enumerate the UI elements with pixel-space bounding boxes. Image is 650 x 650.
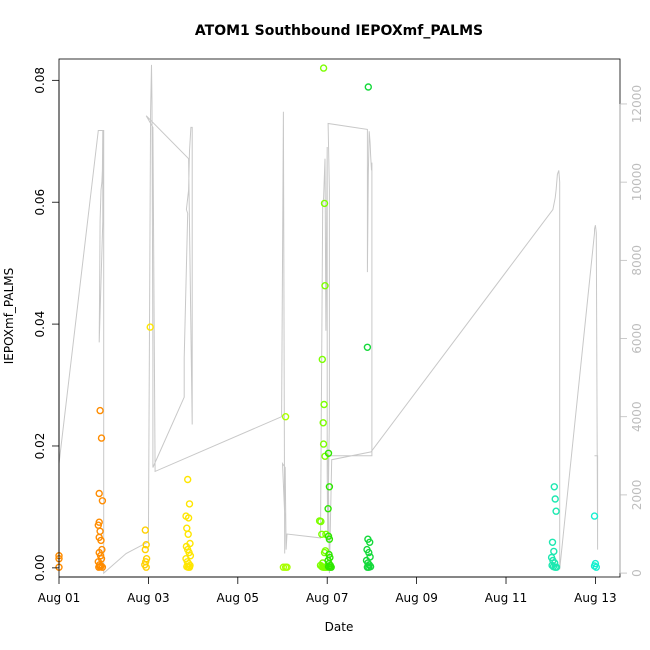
x-tick-label: Aug 01 xyxy=(38,591,81,605)
data-point xyxy=(184,530,192,538)
y-axis-left: 0.00 0.02 0.04 0.06 0.08 xyxy=(33,67,60,582)
data-point xyxy=(319,440,328,448)
data-point xyxy=(366,538,374,546)
x-tick-label: Aug 05 xyxy=(217,591,260,605)
data-point xyxy=(552,507,560,515)
y-right-tick-label: 10000 xyxy=(630,163,644,201)
data-point xyxy=(279,563,288,571)
y-tick-label: 0.06 xyxy=(33,189,47,216)
data-point xyxy=(551,495,559,503)
data-point xyxy=(548,538,557,546)
data-point xyxy=(319,419,327,427)
y-tick-label: 0.08 xyxy=(33,67,47,94)
data-point xyxy=(319,64,328,72)
data-point xyxy=(183,524,191,532)
y-tick-label: 0.02 xyxy=(33,433,47,460)
data-point xyxy=(185,563,194,571)
data-point xyxy=(552,563,561,571)
data-point xyxy=(185,500,194,508)
y-right-tick-label: 0 xyxy=(630,569,644,577)
data-point xyxy=(98,497,107,505)
y-right-tick-label: 4000 xyxy=(630,401,644,432)
data-point xyxy=(141,545,150,554)
data-point xyxy=(142,563,150,571)
y-tick-label: 0.04 xyxy=(33,311,47,338)
data-point xyxy=(363,343,372,351)
data-point xyxy=(318,355,326,364)
x-axis: Aug 01 Aug 03 Aug 05 Aug 07 Aug 09 Aug 11 Aug … xyxy=(38,576,617,605)
data-point xyxy=(320,199,329,208)
data-point xyxy=(283,563,291,571)
data-point xyxy=(325,535,334,543)
data-point xyxy=(281,413,290,421)
data-point xyxy=(183,475,192,484)
data-point xyxy=(96,527,104,535)
x-tick-label: Aug 09 xyxy=(395,591,438,605)
data-point xyxy=(365,548,373,557)
y-tick-label: 0.00 xyxy=(33,555,47,582)
plot-frame xyxy=(58,58,621,578)
data-point xyxy=(96,562,104,571)
data-point xyxy=(327,563,335,571)
data-point xyxy=(95,489,103,498)
data-point xyxy=(550,547,558,556)
data-point xyxy=(365,563,373,571)
data-point xyxy=(325,483,334,491)
data-point xyxy=(320,400,328,409)
data-point xyxy=(141,526,150,534)
data-point xyxy=(550,483,558,491)
points-layer xyxy=(55,64,600,571)
data-point xyxy=(142,541,150,549)
chart-title: ATOM1 Southbound IEPOXmf_PALMS xyxy=(195,23,483,39)
y-axis-label: IEPOXmf_PALMS xyxy=(2,268,16,365)
x-tick-label: Aug 11 xyxy=(485,591,528,605)
data-point xyxy=(592,563,600,571)
data-point xyxy=(146,323,154,331)
x-tick-label: Aug 03 xyxy=(127,591,170,605)
data-point xyxy=(321,282,329,290)
altitude-line-layer xyxy=(58,64,599,575)
y-right-tick-label: 6000 xyxy=(630,323,644,354)
data-point xyxy=(364,83,372,91)
data-point xyxy=(317,517,325,526)
data-point xyxy=(320,548,329,557)
x-tick-label: Aug 07 xyxy=(306,591,349,605)
y-right-tick-label: 12000 xyxy=(630,85,644,123)
data-point xyxy=(324,505,332,513)
data-point xyxy=(96,406,104,415)
data-point xyxy=(97,434,106,442)
x-axis-label: Date xyxy=(325,620,354,634)
y-right-tick-label: 2000 xyxy=(630,480,644,511)
y-axis-right: 0 2000 4000 6000 8000 10000 12000 xyxy=(619,85,644,577)
x-tick-label: Aug 13 xyxy=(574,591,617,605)
altitude-series-line xyxy=(58,64,599,575)
data-point xyxy=(590,512,599,520)
data-point xyxy=(324,449,333,457)
data-point xyxy=(97,536,105,545)
y-right-tick-label: 8000 xyxy=(630,245,644,276)
data-point xyxy=(184,514,193,522)
data-point xyxy=(318,530,326,538)
